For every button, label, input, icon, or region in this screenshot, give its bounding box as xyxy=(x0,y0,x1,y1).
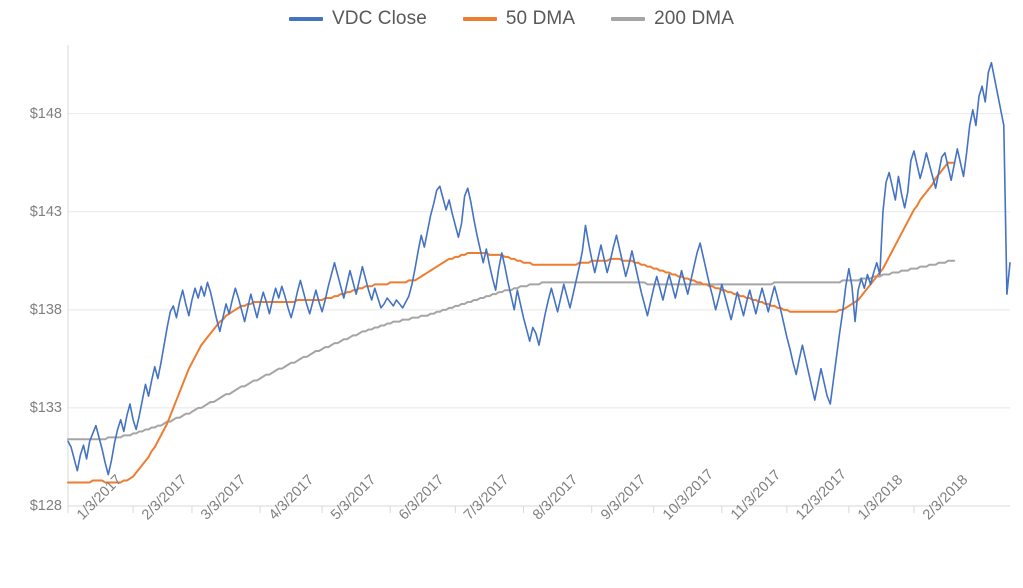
y-tick-label: $138 xyxy=(29,301,62,318)
y-tick-label: $133 xyxy=(29,399,62,416)
series-line-200-dma xyxy=(67,259,956,441)
series-line-50-dma xyxy=(67,161,956,484)
x-tick-label: 10/3/2017 xyxy=(659,466,717,524)
x-tick-label: 1/3/2018 xyxy=(854,472,907,524)
x-tick-label: 9/3/2017 xyxy=(597,472,649,524)
x-tick-label: 7/3/2017 xyxy=(461,472,513,524)
y-tick-label: $143 xyxy=(29,203,62,220)
x-axis-labels: 1/3/2017 2/3/2017 3/3/2017 4/3/2017 5/3/2017… xyxy=(0,466,1023,588)
x-tick-label: 2/3/2017 xyxy=(139,472,191,524)
x-tick-label: 4/3/2017 xyxy=(266,472,318,524)
y-axis-labels: $128 $133 $138 $143 $148 xyxy=(0,0,62,588)
x-tick-label: 5/3/2017 xyxy=(328,472,380,524)
x-tick-label: 3/3/2017 xyxy=(197,472,250,524)
x-tick-label: 6/3/2017 xyxy=(396,472,448,524)
x-tick-label: 8/3/2017 xyxy=(529,472,581,524)
x-tick-label: 2/3/2018 xyxy=(919,472,972,524)
x-tick-label: 12/3/2017 xyxy=(792,466,850,524)
series-line-vdc-close xyxy=(67,61,1011,476)
y-tick-label: $128 xyxy=(29,498,62,514)
x-tick-label: 1/3/2017 xyxy=(74,472,126,524)
y-tick-label: $148 xyxy=(29,105,62,122)
x-tick-label: 11/3/2017 xyxy=(727,467,784,524)
